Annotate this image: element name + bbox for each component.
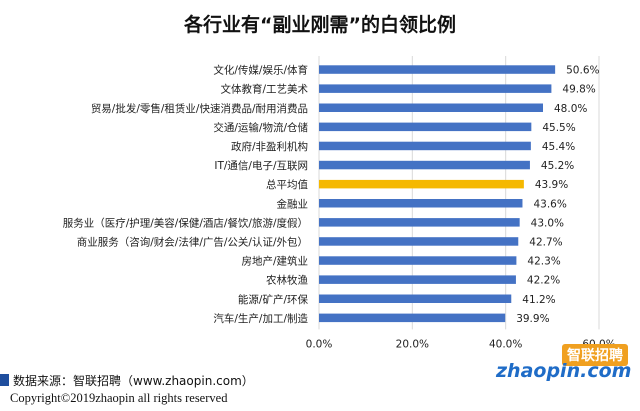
category-label: 汽车/生产/加工/制造 xyxy=(213,312,308,325)
bar xyxy=(319,160,530,170)
category-label: 能源/矿产/环保 xyxy=(238,293,309,306)
category-label: IT/通信/电子/互联网 xyxy=(214,159,308,172)
value-labels: 50.6% 49.8% 48.0% 45.5% 45.4% 45.2% 43.9% 43.6%… xyxy=(516,65,599,325)
category-label: 农林牧渔 xyxy=(266,274,308,287)
bar xyxy=(319,141,531,151)
logo-brand-cn: 智联招聘 xyxy=(562,344,628,366)
category-label: 贸易/批发/零售/租赁业/快速消费品/耐用消费品 xyxy=(91,102,308,115)
category-label: 政府/非盈利机构 xyxy=(231,140,308,153)
value-label: 45.4% xyxy=(542,141,575,153)
category-labels: 文化/传媒/娱乐/体育文体教育/工艺美术贸易/批发/零售/租赁业/快速消费品/耐… xyxy=(63,64,309,325)
bar xyxy=(319,199,523,208)
bar xyxy=(319,256,517,265)
category-label: 文化/传媒/娱乐/体育 xyxy=(213,64,308,77)
bar xyxy=(319,103,543,112)
value-label: 43.6% xyxy=(533,198,566,210)
source-marker xyxy=(0,374,9,386)
bar xyxy=(319,294,512,303)
x-axis-ticks: 0.0%20.0%40.0%60.0% xyxy=(306,338,616,350)
value-label: 50.6% xyxy=(566,65,599,77)
value-label: 45.2% xyxy=(541,160,574,172)
data-source: 数据来源：智联招聘（www.zhaopin.com） xyxy=(0,371,254,389)
bar xyxy=(319,218,520,227)
source-text: 数据来源：智联招聘（www.zhaopin.com） xyxy=(13,373,254,388)
bar xyxy=(319,65,556,74)
category-label: 金融业 xyxy=(277,197,309,210)
bar xyxy=(319,84,552,93)
bar-chart: 文化/传媒/娱乐/体育文体教育/工艺美术贸易/批发/零售/租赁业/快速消费品/耐… xyxy=(63,56,616,350)
bar xyxy=(319,122,532,132)
value-label: 42.3% xyxy=(527,256,560,268)
value-label: 45.5% xyxy=(542,122,575,134)
x-tick-label: 0.0% xyxy=(306,338,333,350)
category-label: 房地产/建筑业 xyxy=(241,255,308,268)
bars xyxy=(319,65,556,323)
value-label: 39.9% xyxy=(516,313,549,325)
value-label: 42.2% xyxy=(527,275,560,287)
copyright-text: Copyright©2019zhaopin all rights reserve… xyxy=(10,391,228,405)
category-label: 文体教育/工艺美术 xyxy=(220,83,308,96)
value-label: 49.8% xyxy=(562,84,595,96)
bar xyxy=(319,275,516,284)
grid-lines xyxy=(318,56,600,330)
value-label: 41.2% xyxy=(522,294,555,306)
x-tick-label: 40.0% xyxy=(489,338,522,350)
category-label: 交通/运输/物流/仓储 xyxy=(213,121,308,134)
value-label: 48.0% xyxy=(554,103,587,115)
zhaopin-logo: 智联招聘 zhaopin.com xyxy=(496,344,632,384)
value-label: 42.7% xyxy=(529,236,562,248)
logo-brand-en: zhaopin.com xyxy=(496,360,632,382)
value-label: 43.9% xyxy=(535,179,568,191)
chart-title: 各行业有“副业刚需”的白领比例 xyxy=(184,14,456,36)
category-label: 服务业（医疗/护理/美容/保健/酒店/餐饮/旅游/度假） xyxy=(63,216,308,229)
bar-average xyxy=(319,179,524,189)
x-tick-label: 20.0% xyxy=(396,338,429,350)
bar xyxy=(319,313,506,323)
bar xyxy=(319,237,519,246)
category-label: 商业服务（咨询/财会/法律/广告/公关/认证/外包） xyxy=(77,235,308,248)
category-label: 总平均值 xyxy=(266,178,308,191)
value-label: 43.0% xyxy=(531,217,564,229)
